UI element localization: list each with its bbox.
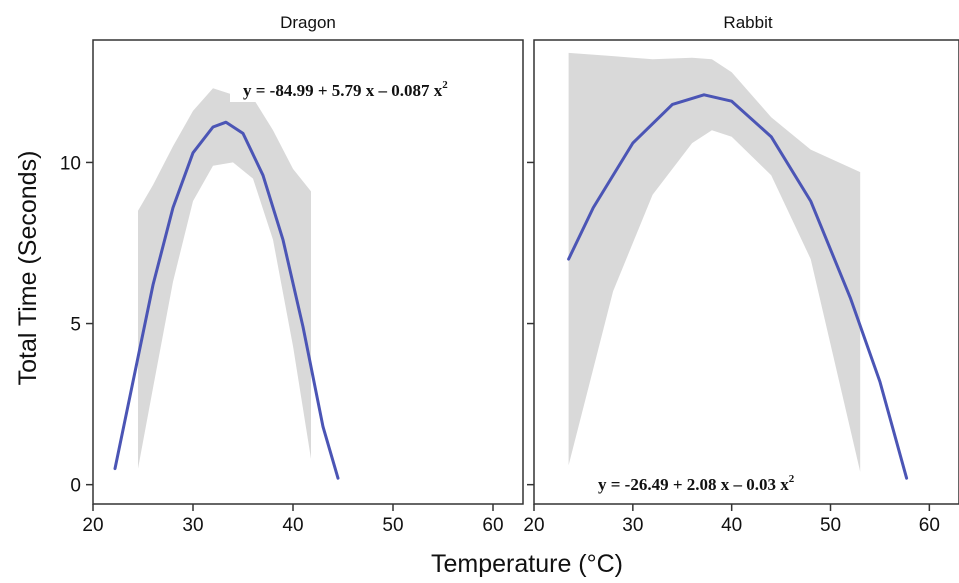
equation-background-dragon	[230, 70, 502, 102]
y-tick-label-0: 0	[70, 476, 81, 497]
panel-title-dragon: Dragon	[280, 13, 336, 32]
y-tick-label-5: 5	[70, 315, 81, 336]
equation-dragon: y = -84.99 + 5.79 x – 0.087 x2	[230, 70, 502, 102]
x-tick-label-rabbit-60: 60	[919, 515, 940, 536]
confidence-band-rabbit	[568, 52, 861, 472]
x-tick-label-dragon-50: 50	[382, 515, 403, 536]
panel-dragon: Dragon 20 30 40 50 60 0 5 10 y = -84.99 + 5.79 …	[60, 13, 524, 536]
equation-power-dragon: 2	[442, 79, 448, 91]
x-tick-label-dragon-30: 30	[182, 515, 203, 536]
x-tick-label-rabbit-40: 40	[721, 515, 742, 536]
equation-power-rabbit: 2	[789, 473, 795, 485]
equation-text-dragon: y = -84.99 + 5.79 x – 0.087 x2	[243, 79, 448, 100]
x-tick-label-dragon-40: 40	[282, 515, 303, 536]
axis-ticks-rabbit: 20 30 40 50 60	[523, 161, 940, 536]
y-tick-label-10: 10	[60, 153, 81, 174]
equation-main-dragon: y = -84.99 + 5.79 x – 0.087 x	[243, 81, 443, 100]
fit-line-dragon	[113, 120, 340, 480]
confidence-band-area-dragon	[138, 88, 311, 469]
panel-rabbit: Rabbit 20 30 40 50 60 y = -26.49 + 2.08 x – …	[523, 13, 959, 536]
x-tick-label-dragon-20: 20	[82, 515, 103, 536]
plot-frame-dragon	[92, 39, 524, 505]
x-tick-label-rabbit-50: 50	[820, 515, 841, 536]
equation-text-rabbit: y = -26.49 + 2.08 x – 0.03 x2	[598, 473, 795, 494]
fit-curve-rabbit	[567, 93, 909, 480]
x-tick-label-dragon-60: 60	[482, 515, 503, 536]
x-tick-label-rabbit-30: 30	[622, 515, 643, 536]
plot-frame-rabbit	[533, 39, 959, 505]
confidence-band-dragon	[138, 88, 311, 469]
x-axis-label: Temperature (°C)	[431, 550, 623, 578]
panel-title-rabbit: Rabbit	[723, 13, 772, 32]
y-axis-label: Total Time (Seconds)	[14, 151, 42, 386]
x-tick-label-rabbit-20: 20	[523, 515, 544, 536]
axis-ticks-dragon: 20 30 40 50 60 0 5 10	[60, 153, 504, 536]
fit-line-rabbit	[567, 93, 909, 480]
confidence-band-area-rabbit	[568, 52, 861, 472]
fit-curve-dragon	[113, 120, 340, 480]
equation-main-rabbit: y = -26.49 + 2.08 x – 0.03 x	[598, 475, 789, 494]
equation-rabbit: y = -26.49 + 2.08 x – 0.03 x2	[598, 473, 795, 494]
